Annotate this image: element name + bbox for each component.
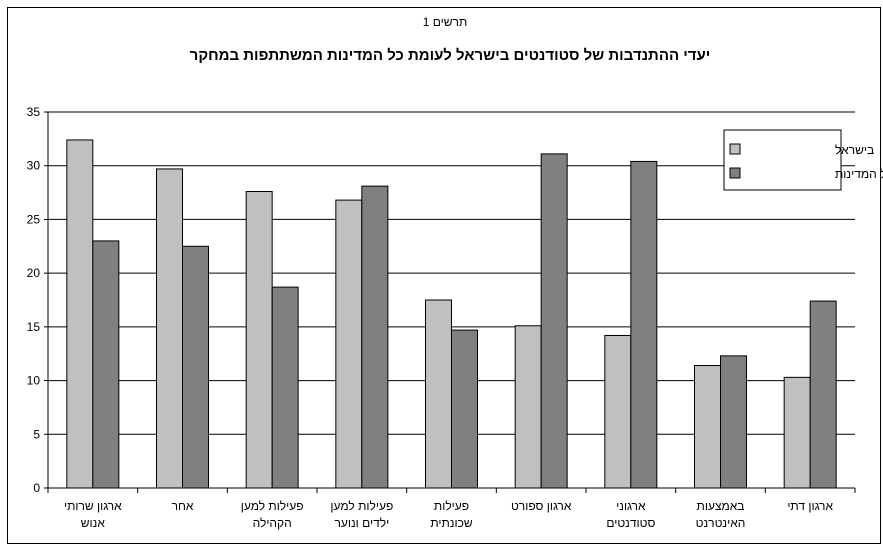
bar-all-countries	[809, 300, 837, 489]
x-category-label: סטודנטים	[606, 516, 655, 530]
bar-israel	[425, 299, 452, 489]
y-tick-label: 35	[27, 105, 41, 119]
x-category-labels: ארגון שרותי אנוש אחר פעילות למען הקהילה פעילו…	[64, 499, 833, 530]
x-category-label: האינטרנט	[696, 516, 746, 530]
y-tick-label: 15	[27, 320, 41, 334]
x-category-label: ארגון ספורט	[511, 499, 572, 513]
bars	[66, 139, 837, 489]
x-category-label: שכונתית	[430, 516, 473, 530]
x-category-label: ארגוני	[616, 499, 646, 513]
x-category-label: ילדים ונוער	[334, 516, 389, 530]
bar-israel	[514, 325, 542, 489]
x-category-label: ארגון דתי	[787, 499, 833, 513]
y-tick-label: 0	[33, 481, 40, 495]
legend-swatch	[729, 167, 741, 179]
bar-israel	[604, 334, 632, 489]
legend-box	[723, 129, 842, 191]
x-category-label: אנוש	[81, 516, 106, 530]
x-category-label: פעילות למען	[330, 499, 393, 513]
x-category-label: ארגון שרותי	[64, 499, 122, 513]
y-tick-label: 30	[27, 159, 41, 173]
y-tick-labels: 0 5 10 15 20 25 30 35	[27, 105, 41, 495]
bar-all-countries	[451, 329, 478, 489]
y-tick-label: 10	[27, 374, 41, 388]
bar-all-countries	[361, 185, 389, 489]
x-category-label: באמצעות	[697, 499, 745, 513]
bar-all-countries	[92, 240, 120, 489]
y-tick-label: 20	[27, 266, 41, 280]
bar-israel	[783, 376, 811, 489]
legend-label: בכל המדינות	[835, 167, 883, 181]
bar-all-countries	[720, 355, 747, 489]
chart-subtitle: תרשים 1	[423, 15, 468, 29]
bar-israel	[694, 365, 721, 489]
legend-label: בישראל	[835, 143, 874, 157]
y-tick-label: 25	[27, 212, 41, 226]
bar-israel	[335, 199, 363, 489]
bar-all-countries	[630, 160, 658, 489]
x-category-label: פעילות	[434, 499, 469, 513]
bar-all-countries	[540, 153, 568, 489]
bar-all-countries	[271, 286, 299, 489]
axes	[44, 111, 856, 493]
y-tick-label: 5	[33, 427, 40, 441]
x-category-label: אחר	[172, 499, 194, 513]
bar-israel	[245, 190, 273, 489]
x-category-label: הקהילה	[253, 516, 292, 530]
chart-title: יעדי ההתנדבות של סטודנטים בישראל לעומת כ…	[190, 47, 711, 64]
bar-israel	[66, 139, 94, 489]
x-category-label: פעילות למען	[241, 499, 304, 513]
bar-all-countries	[182, 245, 209, 489]
legend: בישראל בכל המדינות	[723, 129, 883, 191]
legend-swatch	[729, 143, 741, 155]
bar-israel	[156, 168, 183, 489]
